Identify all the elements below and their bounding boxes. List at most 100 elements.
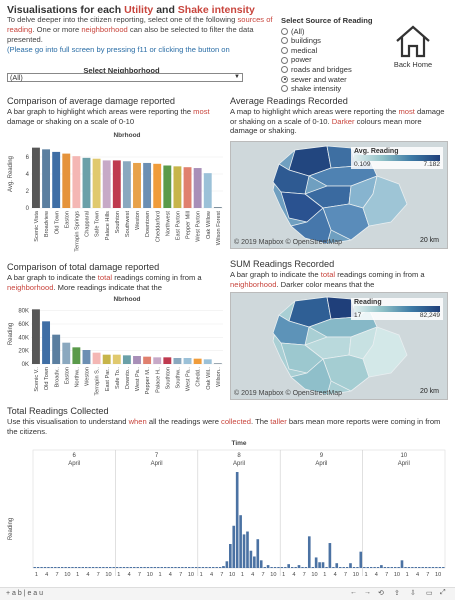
bar-11	[143, 162, 152, 208]
time-bar-base	[301, 567, 304, 568]
time-bar-base	[442, 567, 445, 568]
source-option-label: roads and bridges	[291, 64, 352, 74]
radio-button[interactable]	[281, 37, 288, 45]
hour-tick-label: 7	[97, 572, 100, 578]
time-bar-3	[232, 525, 236, 568]
hour-tick-label: 4	[128, 572, 131, 578]
time-bar-base	[160, 567, 163, 568]
time-bar-base	[194, 567, 198, 568]
time-bar-base	[332, 567, 335, 568]
time-bar-23	[380, 565, 383, 568]
hour-tick-label: 10	[105, 572, 111, 578]
time-bar-base	[36, 567, 40, 568]
map-copyright: © 2019 Mapbox © OpenStreetMap	[234, 390, 342, 397]
bar-13	[163, 165, 172, 208]
time-bar-base	[167, 567, 170, 568]
redo-icon[interactable]: →	[364, 589, 371, 596]
source-option-medical[interactable]: medical	[281, 46, 391, 56]
radio-button[interactable]	[281, 75, 288, 83]
fullscreen-icon[interactable]: ⤢	[440, 589, 446, 596]
time-bar-base	[91, 567, 95, 568]
radio-button[interactable]	[281, 66, 288, 74]
time-bar-base	[40, 567, 43, 568]
hour-tick-label: 10	[435, 572, 441, 578]
source-option-sewer-and-water[interactable]: sewer and water	[281, 75, 391, 85]
time-bar-5	[239, 515, 242, 568]
hour-tick-label: 10	[394, 572, 400, 578]
back-home-button[interactable]: Back Home	[388, 24, 438, 69]
radio-button[interactable]	[281, 56, 288, 64]
time-bar-base	[325, 567, 328, 568]
source-option-shake-intensity[interactable]: shake intensity	[281, 84, 391, 94]
time-bar-16	[314, 557, 318, 568]
source-option-label: buildings	[291, 36, 321, 46]
time-bar-base	[191, 567, 194, 568]
day-month-label: April	[398, 461, 410, 467]
time-bar-base	[356, 567, 359, 568]
radio-button[interactable]	[281, 85, 288, 93]
time-bar-base	[115, 567, 119, 568]
source-option-all[interactable]: (All)	[281, 27, 391, 37]
chart-column-header: Nbrhood	[113, 132, 140, 139]
y-tick-label: 0K	[22, 362, 29, 368]
avg-reading-bar-chart: Nbrhood Avg. Reading 0 2 4 6 Scenic Vista Broad…	[8, 132, 223, 252]
download-icon[interactable]: ⇩	[410, 590, 416, 597]
comment-icon[interactable]: ▭	[426, 590, 433, 597]
source-option-power[interactable]: power	[281, 55, 391, 65]
undo-icon[interactable]: ←	[350, 589, 357, 596]
time-bar-base	[280, 567, 284, 568]
timeline-bar-chart: Time Reading 6 April 7 April 8 April 9 April 10 Apr…	[8, 440, 446, 578]
time-bar-10	[256, 539, 260, 568]
radio-button[interactable]	[281, 47, 288, 55]
avg-reading-map[interactable]: Avg. Reading 0.109 7.182 © 2019 Mapbox © …	[230, 141, 448, 249]
bar-8	[112, 160, 121, 208]
bar-18	[213, 207, 222, 208]
revert-icon[interactable]: ⟲	[378, 590, 384, 597]
time-bar-base	[181, 567, 184, 568]
time-bar-base	[163, 567, 167, 568]
time-bar-base	[407, 567, 411, 568]
time-bar-base	[157, 567, 160, 568]
time-bar-base	[421, 567, 424, 568]
time-bar-base	[369, 567, 373, 568]
time-bar-base	[404, 567, 407, 568]
hour-tick-label: 1	[35, 572, 38, 578]
y-tick-label: 4	[26, 172, 30, 178]
time-bar-base	[438, 567, 442, 568]
bar-7	[102, 160, 111, 208]
time-bar-17	[318, 562, 321, 568]
hour-tick-label: 7	[385, 572, 388, 578]
source-option-roads-and-bridges[interactable]: roads and bridges	[281, 65, 391, 75]
sum-reading-map[interactable]: Reading 17 82,249 © 2019 Mapbox © OpenStr…	[230, 292, 448, 400]
bar-16	[193, 358, 202, 364]
sum-map-legend: Reading 17 82,249	[351, 298, 443, 320]
source-option-buildings[interactable]: buildings	[281, 36, 391, 46]
time-bar-base	[64, 567, 67, 568]
x-tick-label: Terrapin S..	[95, 367, 101, 396]
share-icon[interactable]: ⇪	[394, 590, 400, 597]
y-axis-label: Reading	[8, 518, 14, 540]
time-bar-base	[352, 567, 356, 568]
radio-button[interactable]	[281, 27, 288, 35]
x-tick-label: Northwest	[165, 211, 171, 237]
dashboard-title: Visualisations for each Utility and Shak…	[7, 4, 255, 16]
x-tick-label: Broadview	[44, 210, 50, 237]
hour-tick-label: 7	[344, 572, 347, 578]
source-filter: Select Source of Reading (All) buildings m…	[281, 16, 391, 94]
x-tick-label: Oak Wil..	[206, 367, 212, 390]
neighborhood-dropdown[interactable]: (All) ▼	[7, 73, 243, 82]
y-tick-label: 20K	[18, 349, 29, 355]
time-bar-base	[105, 567, 109, 568]
time-bar-4	[235, 472, 239, 568]
time-bar-base	[383, 567, 387, 568]
time-bar-base	[431, 567, 435, 568]
avg-bar-title: Comparison of average damage reported	[7, 96, 176, 106]
time-bar-base	[366, 567, 369, 568]
y-tick-label: 0	[26, 206, 30, 212]
time-bar-18	[321, 562, 325, 568]
x-tick-label: Pepper Mill	[186, 211, 192, 239]
neighborhood-value: (All)	[10, 73, 23, 82]
y-tick-label: 6	[26, 155, 30, 161]
time-bar-21	[349, 563, 352, 568]
bar-3	[62, 342, 71, 364]
